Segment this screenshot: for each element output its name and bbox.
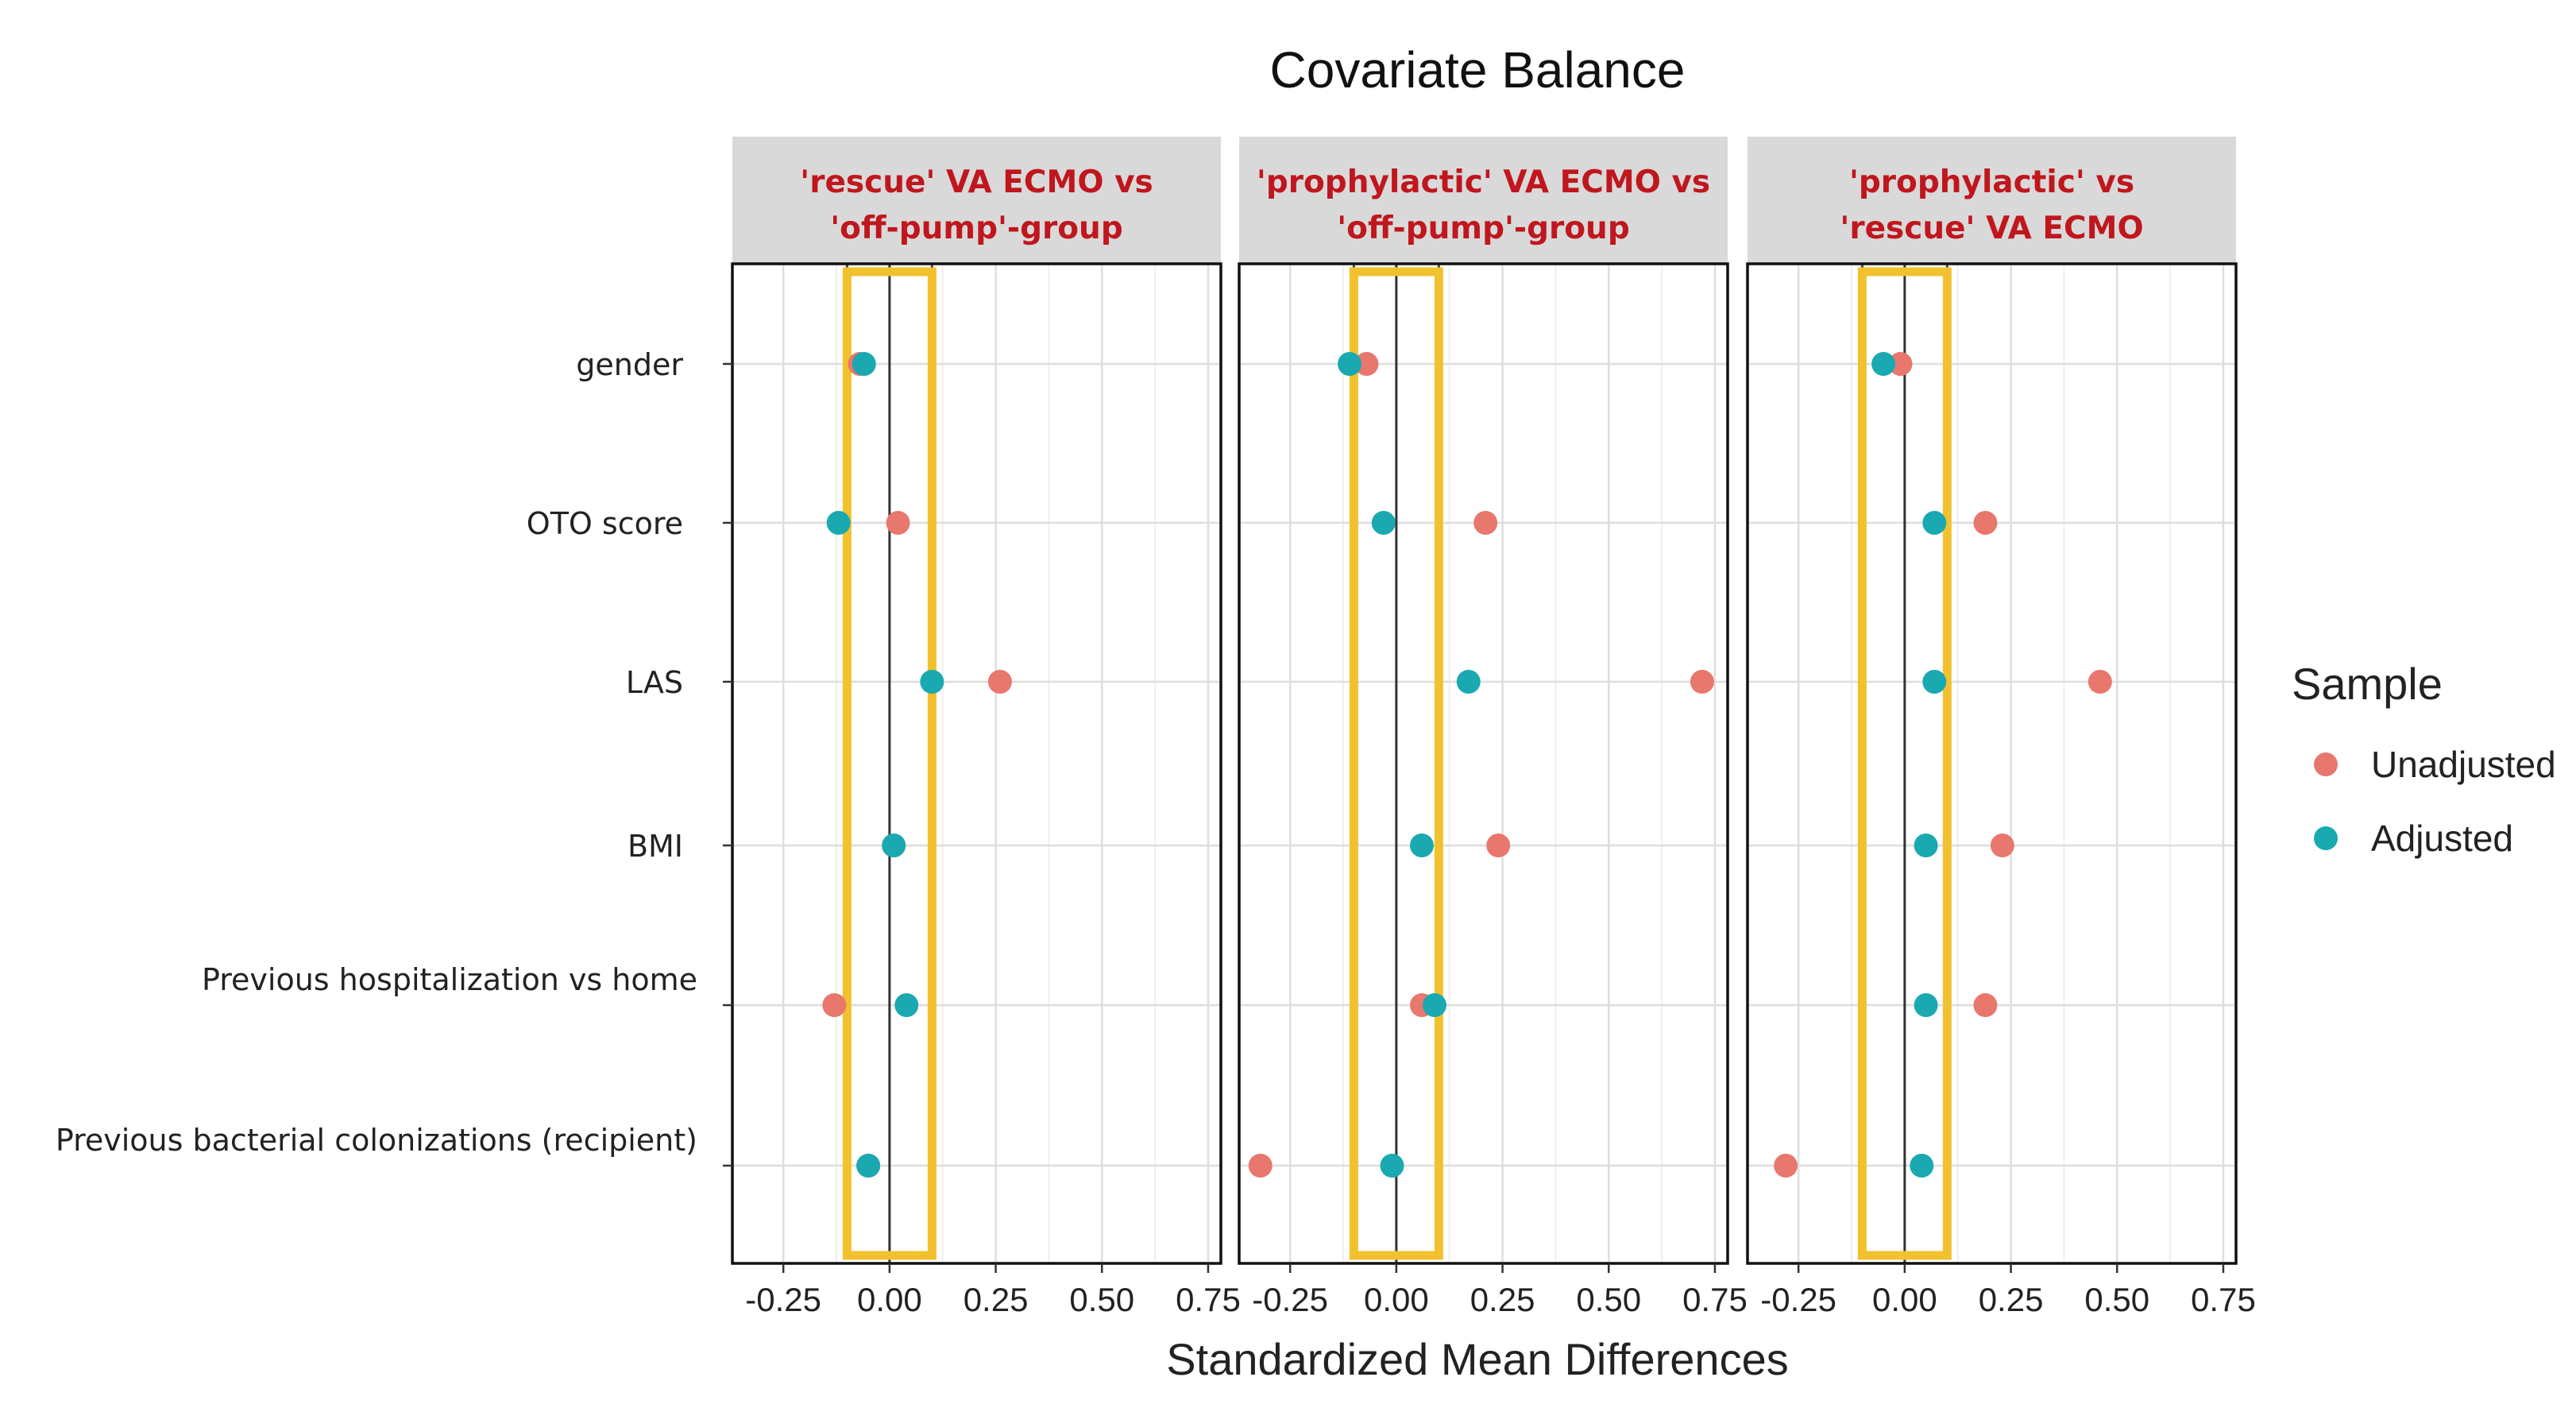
x-tick-label: 0.25 (964, 1281, 1029, 1318)
unadjusted-point (987, 670, 1012, 694)
unadjusted-point (1973, 993, 1998, 1017)
legend-unadjusted-dot (2314, 752, 2338, 776)
unadjusted-point (1473, 511, 1498, 535)
covariate-label: Previous hospitalization vs home (202, 962, 697, 997)
panel-title-line1: 'prophylactic' vs (1849, 164, 2134, 200)
unadjusted-point (822, 993, 847, 1017)
x-tick-label: 0.50 (1576, 1281, 1641, 1318)
unadjusted-point (1354, 352, 1379, 376)
panel-border (731, 262, 1222, 1265)
panel-title-line2: 'off-pump'-group (830, 211, 1123, 246)
x-tick-label: 0.00 (1364, 1281, 1429, 1318)
covariate-label: BMI (628, 829, 683, 864)
chart-title: Covariate Balance (1270, 41, 1686, 99)
legend: Sample Unadjusted Adjusted (2292, 659, 2556, 859)
panel-border (1746, 262, 2238, 1265)
covariate-label: gender (576, 347, 683, 382)
panel-border (1238, 262, 1729, 1265)
covariate-label: OTO score (527, 506, 683, 541)
adjusted-point (1423, 993, 1446, 1017)
covariate-label: Previous bacterial colonizations (recipi… (56, 1123, 697, 1158)
adjusted-point (882, 834, 906, 857)
unadjusted-point (1774, 1154, 1798, 1178)
panel-strip (732, 137, 1221, 264)
legend-title: Sample (2292, 659, 2443, 709)
panel-background (1748, 264, 2236, 1263)
unadjusted-point (1990, 834, 2014, 857)
legend-unadjusted-label: Unadjusted (2371, 744, 2556, 785)
legend-adjusted-label: Adjusted (2371, 818, 2513, 859)
adjusted-point (1371, 511, 1396, 535)
adjusted-point (1456, 670, 1481, 694)
covariate-labels: gender OTO score LAS BMI Previous hospitaliz… (56, 347, 697, 1158)
unadjusted-point (886, 511, 910, 535)
adjusted-point (1914, 993, 1938, 1017)
adjusted-point (852, 352, 876, 376)
adjusted-point (1914, 834, 1938, 857)
unadjusted-point (2087, 670, 2112, 694)
panel-title-line2: 'off-pump'-group (1337, 211, 1630, 246)
x-tick-label: 0.75 (1682, 1281, 1748, 1318)
adjusted-point (1871, 352, 1896, 376)
x-tick-label: 0.75 (2191, 1281, 2256, 1318)
unadjusted-point (1248, 1154, 1273, 1178)
unadjusted-point (1973, 511, 1998, 535)
adjusted-point (1380, 1154, 1404, 1178)
x-tick-label: 0.50 (1069, 1281, 1134, 1318)
x-tick-label: 0.00 (1872, 1281, 1937, 1318)
panel-title-line1: 'rescue' VA ECMO vs (800, 164, 1153, 200)
x-tick-label: 0.00 (857, 1281, 922, 1318)
x-tick-label: -0.25 (1252, 1281, 1328, 1318)
highlight-box (1349, 267, 1443, 1260)
highlight-box (842, 267, 937, 1260)
x-tick-label: 0.75 (1176, 1281, 1241, 1318)
adjusted-point (894, 993, 919, 1017)
x-axis-title: Standardized Mean Differences (1166, 1334, 1788, 1384)
panel-background (1239, 264, 1728, 1263)
facet-panel: 'rescue' VA ECMO vs 'off-pump'-group -0.25… (731, 137, 1241, 1318)
x-tick-label: 0.50 (2084, 1281, 2149, 1318)
adjusted-point (1338, 352, 1362, 376)
facet-panel: 'prophylactic' vs 'rescue' VA ECMO -0.25 0.… (1746, 137, 2256, 1318)
panel-strip (1239, 137, 1728, 264)
unadjusted-point (1690, 670, 1714, 694)
adjusted-point (1910, 1154, 1934, 1178)
panel-title-line1: 'prophylactic' VA ECMO vs (1257, 164, 1710, 200)
covariate-label: LAS (626, 665, 683, 700)
adjusted-point (826, 511, 851, 535)
highlight-box (1857, 267, 1952, 1260)
x-tick-label: -0.25 (745, 1281, 821, 1318)
panel-title-line2: 'rescue' VA ECMO (1840, 211, 2143, 246)
adjusted-point (856, 1154, 881, 1178)
facet-panel: 'prophylactic' VA ECMO vs 'off-pump'-grou… (1238, 137, 1748, 1318)
facet-panels: 'rescue' VA ECMO vs 'off-pump'-group -0.25… (723, 137, 2256, 1318)
legend-adjusted-dot (2314, 826, 2338, 850)
x-tick-label: 0.25 (1470, 1281, 1535, 1318)
adjusted-point (1409, 834, 1434, 857)
unadjusted-point (1486, 834, 1511, 857)
adjusted-point (1922, 670, 1947, 694)
x-tick-label: -0.25 (1760, 1281, 1836, 1318)
adjusted-point (1922, 511, 1947, 535)
unadjusted-point (1888, 352, 1913, 376)
panel-strip (1748, 137, 2236, 264)
x-tick-label: 0.25 (1979, 1281, 2044, 1318)
panel-background (732, 264, 1221, 1263)
adjusted-point (920, 670, 944, 694)
